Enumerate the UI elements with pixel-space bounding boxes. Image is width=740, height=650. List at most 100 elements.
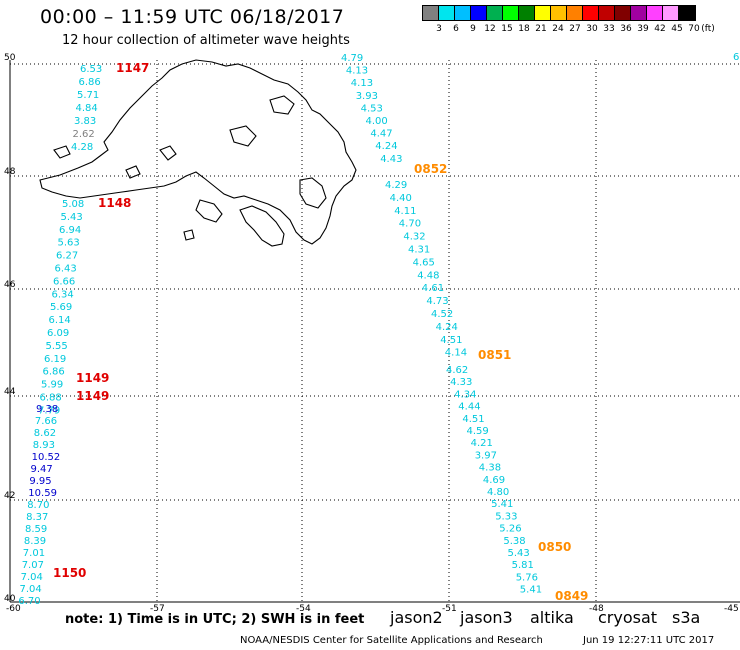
wave-height-value: 4.79 [341, 53, 363, 64]
wave-height-value: 4.47 [370, 129, 392, 140]
lon-label-51: -51 [442, 604, 457, 614]
wave-height-value: 9.95 [29, 476, 51, 487]
wave-height-value: 5.41 [520, 585, 542, 596]
wave-height-value: 6.86 [43, 367, 65, 378]
sat-jason3: jason3 [460, 608, 513, 627]
wave-height-value: 4.00 [366, 116, 388, 127]
wave-height-value: 4.24 [436, 322, 458, 333]
wave-height-value: 4.11 [394, 206, 416, 217]
wave-height-value: 4.14 [445, 348, 467, 359]
legend-swatch [519, 6, 535, 20]
time-tag: 1147 [116, 61, 149, 75]
legend-label: 6 [453, 24, 459, 34]
legend-swatch [535, 6, 551, 20]
legend-label: 15 [501, 24, 513, 34]
wave-height-value: 6.86 [79, 77, 101, 88]
time-tag: 0850 [538, 540, 571, 554]
legend-swatch [663, 6, 679, 20]
legend-unit: (ft) [701, 24, 715, 34]
wave-height-value: 4.69 [483, 475, 505, 486]
sat-jason2: jason2 [390, 608, 443, 627]
wave-height-value: 5.71 [77, 90, 99, 101]
wave-height-value: 4.70 [399, 219, 421, 230]
wave-height-value: 6.94 [59, 225, 81, 236]
wave-height-value: 6.34 [52, 289, 74, 300]
legend-swatch [631, 6, 647, 20]
wave-height-value: 6.19 [44, 354, 66, 365]
wave-height-value: 6.27 [56, 251, 78, 262]
time-tag: 0849 [555, 589, 588, 603]
wave-height-value: 5.43 [508, 548, 530, 559]
wave-height-value: 7.04 [21, 572, 43, 583]
footer-generated-time: Jun 19 12:27:11 UTC 2017 [583, 635, 715, 646]
page-title: 00:00 – 11:59 UTC 06/18/2017 [40, 6, 345, 28]
wave-height-value: 4.73 [426, 296, 448, 307]
legend-swatches [422, 5, 696, 21]
wave-height-value: 4.84 [76, 103, 98, 114]
wave-height-value: 4.51 [462, 414, 484, 425]
coastline-newfoundland [39, 59, 357, 247]
legend-swatch [679, 6, 695, 20]
lon-label-60: -60 [6, 604, 21, 614]
wave-height-value: 5.81 [512, 560, 534, 571]
wave-height-value: 5.26 [499, 524, 521, 535]
wave-height-value: 5.38 [503, 536, 525, 547]
wave-height-value: 2.62 [73, 129, 95, 140]
legend-swatch [551, 6, 567, 20]
wave-height-value: 4.43 [380, 154, 402, 165]
wave-height-value: 5.63 [58, 238, 80, 249]
footer-note: note: 1) Time is in UTC; 2) SWH is in fe… [65, 612, 365, 627]
legend-swatch [599, 6, 615, 20]
legend-label: 30 [586, 24, 598, 34]
lon-label-57: -57 [150, 604, 165, 614]
legend-swatch [583, 6, 599, 20]
sat-cryosat: cryosat [598, 608, 658, 627]
wave-height-value: 4.52 [431, 309, 453, 320]
wave-height-value: 7.04 [20, 584, 42, 595]
legend-swatch [615, 6, 631, 20]
wave-height-value: 8.37 [26, 512, 48, 523]
sat-altika: altika [530, 608, 574, 627]
wave-height-value: 4.38 [479, 463, 501, 474]
wave-height-value: 4.32 [403, 232, 425, 243]
wave-height-value: 4.40 [390, 193, 412, 204]
legend-label: 3 [436, 24, 442, 34]
legend-label: 33 [603, 24, 615, 34]
legend-swatch [471, 6, 487, 20]
legend-labels: 3 6 9 12 15 18 21 24 27 30 33 36 39 42 45 70 (ft) [422, 21, 715, 35]
wave-height-value: 10.52 [32, 452, 61, 463]
legend-label: 42 [654, 24, 666, 34]
wave-height-value: 5.43 [61, 212, 83, 223]
color-legend: 3 6 9 12 15 18 21 24 27 30 33 36 39 42 45 70 (ft) [422, 5, 715, 35]
wave-height-value: 5.55 [46, 341, 68, 352]
wave-height-value: 4.34 [454, 389, 476, 400]
wave-height-value: 5.99 [41, 380, 63, 391]
lon-label-45: -45 [724, 604, 739, 614]
wave-height-value: 7.01 [23, 548, 45, 559]
wave-height-value: 4.24 [375, 141, 397, 152]
legend-label: 9 [470, 24, 476, 34]
legend-swatch [503, 6, 519, 20]
wave-height-value: 4.51 [440, 335, 462, 346]
sat-s3a: s3a [672, 608, 701, 627]
wave-height-value: 4.62 [446, 365, 468, 376]
legend-label: 21 [535, 24, 547, 34]
wave-height-value: 10.59 [28, 488, 57, 499]
legend-label: 45 [671, 24, 683, 34]
wave-height-value: 5.69 [50, 302, 72, 313]
wave-height-value: 6.43 [55, 264, 77, 275]
time-tag: 1149 [76, 389, 109, 403]
legend-label: 18 [518, 24, 530, 34]
legend-swatch [487, 6, 503, 20]
lon-label-48: -48 [589, 604, 604, 614]
far-right-value: 6 [733, 52, 739, 63]
graticule [10, 60, 740, 602]
wave-height-value: 6.09 [47, 328, 69, 339]
wave-height-value: 4.65 [413, 257, 435, 268]
wave-height-value: 6.53 [80, 64, 102, 75]
wave-height-value: 5.76 [516, 572, 538, 583]
lat-label-48: 48 [4, 167, 16, 177]
wave-height-value: 3.97 [475, 450, 497, 461]
wave-height-value: 4.48 [417, 270, 439, 281]
wave-height-value: 7.79 [38, 405, 60, 416]
